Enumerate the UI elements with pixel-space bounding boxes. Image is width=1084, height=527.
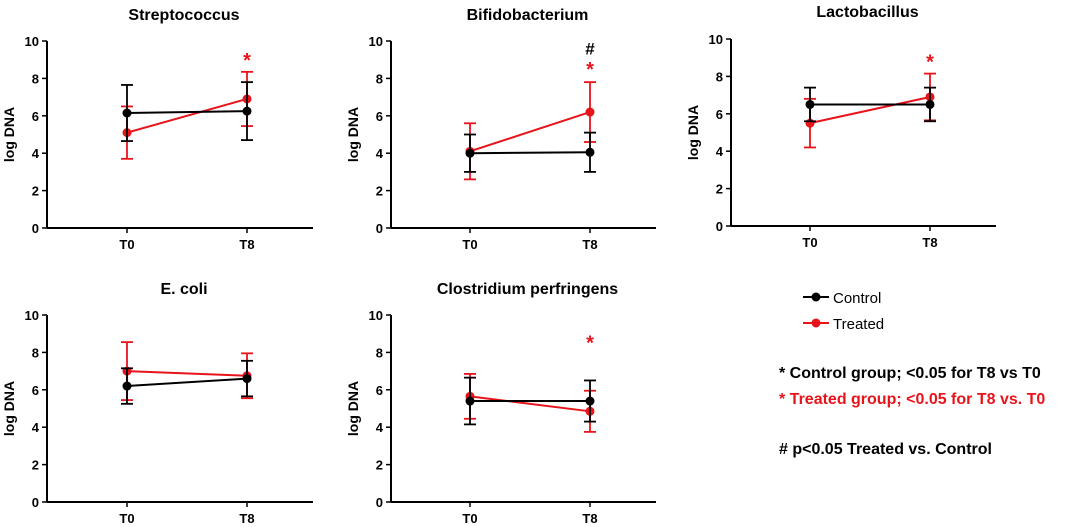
chart-title: Clostridium perfringens	[437, 281, 618, 298]
y-tick-label: 10	[369, 308, 383, 323]
data-point-control	[122, 108, 132, 118]
y-tick-label: 6	[716, 107, 723, 122]
series-line-control	[469, 151, 591, 155]
y-tick-label: 4	[376, 420, 384, 435]
y-axis-label: log DNA	[1, 107, 17, 162]
chart-title: Lactobacillus	[816, 4, 918, 21]
legend-marker-treated	[811, 318, 821, 328]
y-tick-label: 0	[32, 221, 39, 236]
x-tick-label: T8	[239, 237, 254, 252]
y-tick-label: 0	[376, 495, 383, 510]
x-tick-label: T8	[582, 237, 597, 252]
y-tick-label: 0	[32, 495, 39, 510]
significance-marker: *	[586, 59, 594, 81]
series-line-treated	[809, 95, 931, 125]
chart-panel-1: Bifidobacterium log DNA 0 2 4 6 8 10 T0 T8 #*	[345, 7, 656, 252]
chart-panel-0: Streptococcus log DNA 0 2 4 6 8 10 T0 T8 *	[1, 7, 313, 252]
y-axis-label: log DNA	[1, 381, 17, 436]
data-point-control	[465, 148, 475, 158]
note-treated-significance: * Treated group; <0.05 for T8 vs. T0	[779, 391, 1046, 408]
y-tick-label: 8	[716, 69, 723, 84]
data-point-control	[465, 396, 475, 406]
data-point-control	[242, 106, 252, 116]
data-point-control	[585, 396, 595, 406]
significance-marker: *	[243, 50, 251, 72]
series-line-treated	[469, 111, 591, 153]
data-point-control	[925, 99, 935, 109]
y-tick-label: 2	[32, 458, 39, 473]
series-line-treated	[126, 98, 248, 134]
x-tick-label: T8	[582, 511, 597, 526]
series-line-control	[126, 110, 248, 114]
series-line-control	[126, 377, 248, 388]
legend-label-control: Control	[833, 290, 882, 307]
y-tick-label: 2	[32, 184, 39, 199]
chart-title: E. coli	[160, 281, 207, 298]
x-tick-label: T0	[119, 237, 134, 252]
note-control-significance: * Control group; <0.05 for T8 vs T0	[779, 365, 1041, 382]
y-tick-label: 10	[369, 34, 383, 49]
y-tick-label: 2	[716, 182, 723, 197]
y-tick-label: 4	[32, 420, 40, 435]
y-tick-label: 8	[32, 71, 39, 86]
y-axis-label: log DNA	[345, 107, 361, 162]
y-tick-label: 0	[716, 219, 723, 234]
chart-title: Streptococcus	[128, 7, 239, 24]
chart-panel-2: Lactobacillus log DNA 0 2 4 6 8 10 T0 T8 *	[685, 4, 996, 250]
data-point-treated	[585, 107, 595, 117]
x-tick-label: T0	[119, 511, 134, 526]
note-hash-significance: # p<0.05 Treated vs. Control	[779, 441, 992, 458]
y-tick-label: 2	[376, 184, 383, 199]
x-tick-label: T8	[922, 235, 937, 250]
y-axis-label: log DNA	[345, 381, 361, 436]
legend-label-treated: Treated	[833, 316, 885, 333]
x-tick-label: T0	[462, 511, 477, 526]
y-tick-label: 8	[376, 71, 383, 86]
data-point-control	[585, 147, 595, 157]
chart-panel-3: E. coli log DNA 0 2 4 6 8 10 T0 T8	[1, 281, 313, 526]
y-tick-label: 8	[32, 345, 39, 360]
y-tick-label: 4	[716, 144, 724, 159]
y-axis-label: log DNA	[685, 105, 701, 160]
y-tick-label: 6	[32, 383, 39, 398]
series-line-treated	[469, 395, 591, 413]
x-tick-label: T8	[239, 511, 254, 526]
x-tick-label: T0	[462, 237, 477, 252]
significance-marker: #	[585, 39, 595, 58]
y-tick-label: 4	[376, 146, 384, 161]
y-tick-label: 10	[25, 308, 39, 323]
significance-marker: *	[586, 332, 594, 354]
y-tick-label: 6	[376, 109, 383, 124]
y-tick-label: 6	[376, 383, 383, 398]
data-point-control	[122, 381, 132, 391]
legend-marker-control	[811, 292, 821, 302]
y-tick-label: 4	[32, 146, 40, 161]
y-tick-label: 8	[376, 345, 383, 360]
y-tick-label: 10	[709, 32, 723, 47]
data-point-control	[805, 99, 815, 109]
x-tick-label: T0	[802, 235, 817, 250]
y-tick-label: 0	[376, 221, 383, 236]
y-tick-label: 6	[32, 109, 39, 124]
y-tick-label: 10	[25, 34, 39, 49]
chart-panel-4: Clostridium perfringens log DNA 0 2 4 6 8 10 T0 T…	[345, 281, 656, 526]
data-point-control	[242, 374, 252, 384]
y-tick-label: 2	[376, 458, 383, 473]
significance-marker: *	[926, 52, 934, 74]
series-line-treated	[126, 370, 248, 377]
chart-title: Bifidobacterium	[467, 7, 589, 24]
